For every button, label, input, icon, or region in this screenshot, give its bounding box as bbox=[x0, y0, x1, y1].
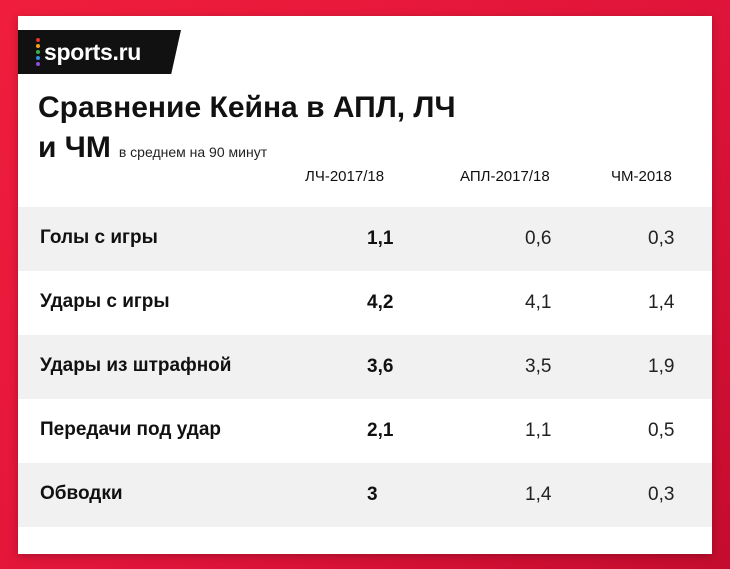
infographic-card: sports.ru Сравнение Кейна в АПЛ, ЛЧ и ЧМ… bbox=[18, 16, 712, 554]
cell-ucl: 4,2 bbox=[367, 292, 394, 313]
cell-ucl: 1,1 bbox=[367, 228, 394, 249]
cell-wc: 0,3 bbox=[648, 228, 675, 249]
table-row: Голы с игры 1,1 0,6 0,3 bbox=[18, 207, 712, 271]
chart-title-second-line: и ЧМ bbox=[38, 131, 111, 164]
logo-text: sports.ru bbox=[44, 38, 141, 65]
cell-epl: 1,1 bbox=[525, 420, 552, 441]
cell-ucl: 3 bbox=[367, 484, 378, 505]
table-row: Удары из штрафной 3,6 3,5 1,9 bbox=[18, 335, 712, 399]
chart-title-line2: и ЧМ в среднем на 90 минут bbox=[38, 130, 267, 166]
cell-epl: 0,6 bbox=[525, 228, 552, 249]
cell-epl: 4,1 bbox=[525, 292, 552, 313]
row-label: Передачи под удар bbox=[40, 419, 222, 440]
table-row: Обводки 3 1,4 0,3 bbox=[18, 463, 712, 527]
sports-ru-logo: sports.ru bbox=[18, 30, 181, 74]
logo-dot bbox=[36, 44, 40, 48]
column-header-wc: ЧМ-2018 bbox=[611, 168, 672, 185]
cell-ucl: 2,1 bbox=[367, 420, 394, 441]
cell-wc: 0,3 bbox=[648, 484, 675, 505]
row-label: Удары с игры bbox=[40, 291, 170, 312]
cell-wc: 1,9 bbox=[648, 356, 675, 377]
column-header-ucl: ЛЧ-2017/18 bbox=[305, 168, 385, 185]
logo-dot bbox=[36, 50, 40, 54]
cell-ucl: 3,6 bbox=[367, 356, 394, 377]
logo-dot bbox=[36, 62, 40, 66]
cell-wc: 0,5 bbox=[648, 420, 675, 441]
chart-subtitle: в среднем на 90 минут bbox=[118, 144, 268, 160]
row-label: Удары из штрафной bbox=[40, 355, 232, 376]
cell-epl: 3,5 bbox=[525, 356, 552, 377]
table-row: Удары с игры 4,2 4,1 1,4 bbox=[18, 271, 712, 335]
cell-wc: 1,4 bbox=[648, 292, 675, 313]
logo-dot bbox=[36, 56, 40, 60]
logo-dots-icon bbox=[36, 38, 40, 66]
column-header-epl: АПЛ-2017/18 bbox=[460, 168, 550, 185]
row-label: Обводки bbox=[40, 483, 123, 504]
chart-title: Сравнение Кейна в АПЛ, ЛЧ bbox=[38, 91, 456, 124]
table-row: Передачи под удар 2,1 1,1 0,5 bbox=[18, 399, 712, 463]
logo-dot bbox=[36, 38, 40, 42]
row-label: Голы с игры bbox=[40, 227, 158, 248]
cell-epl: 1,4 bbox=[525, 484, 552, 505]
